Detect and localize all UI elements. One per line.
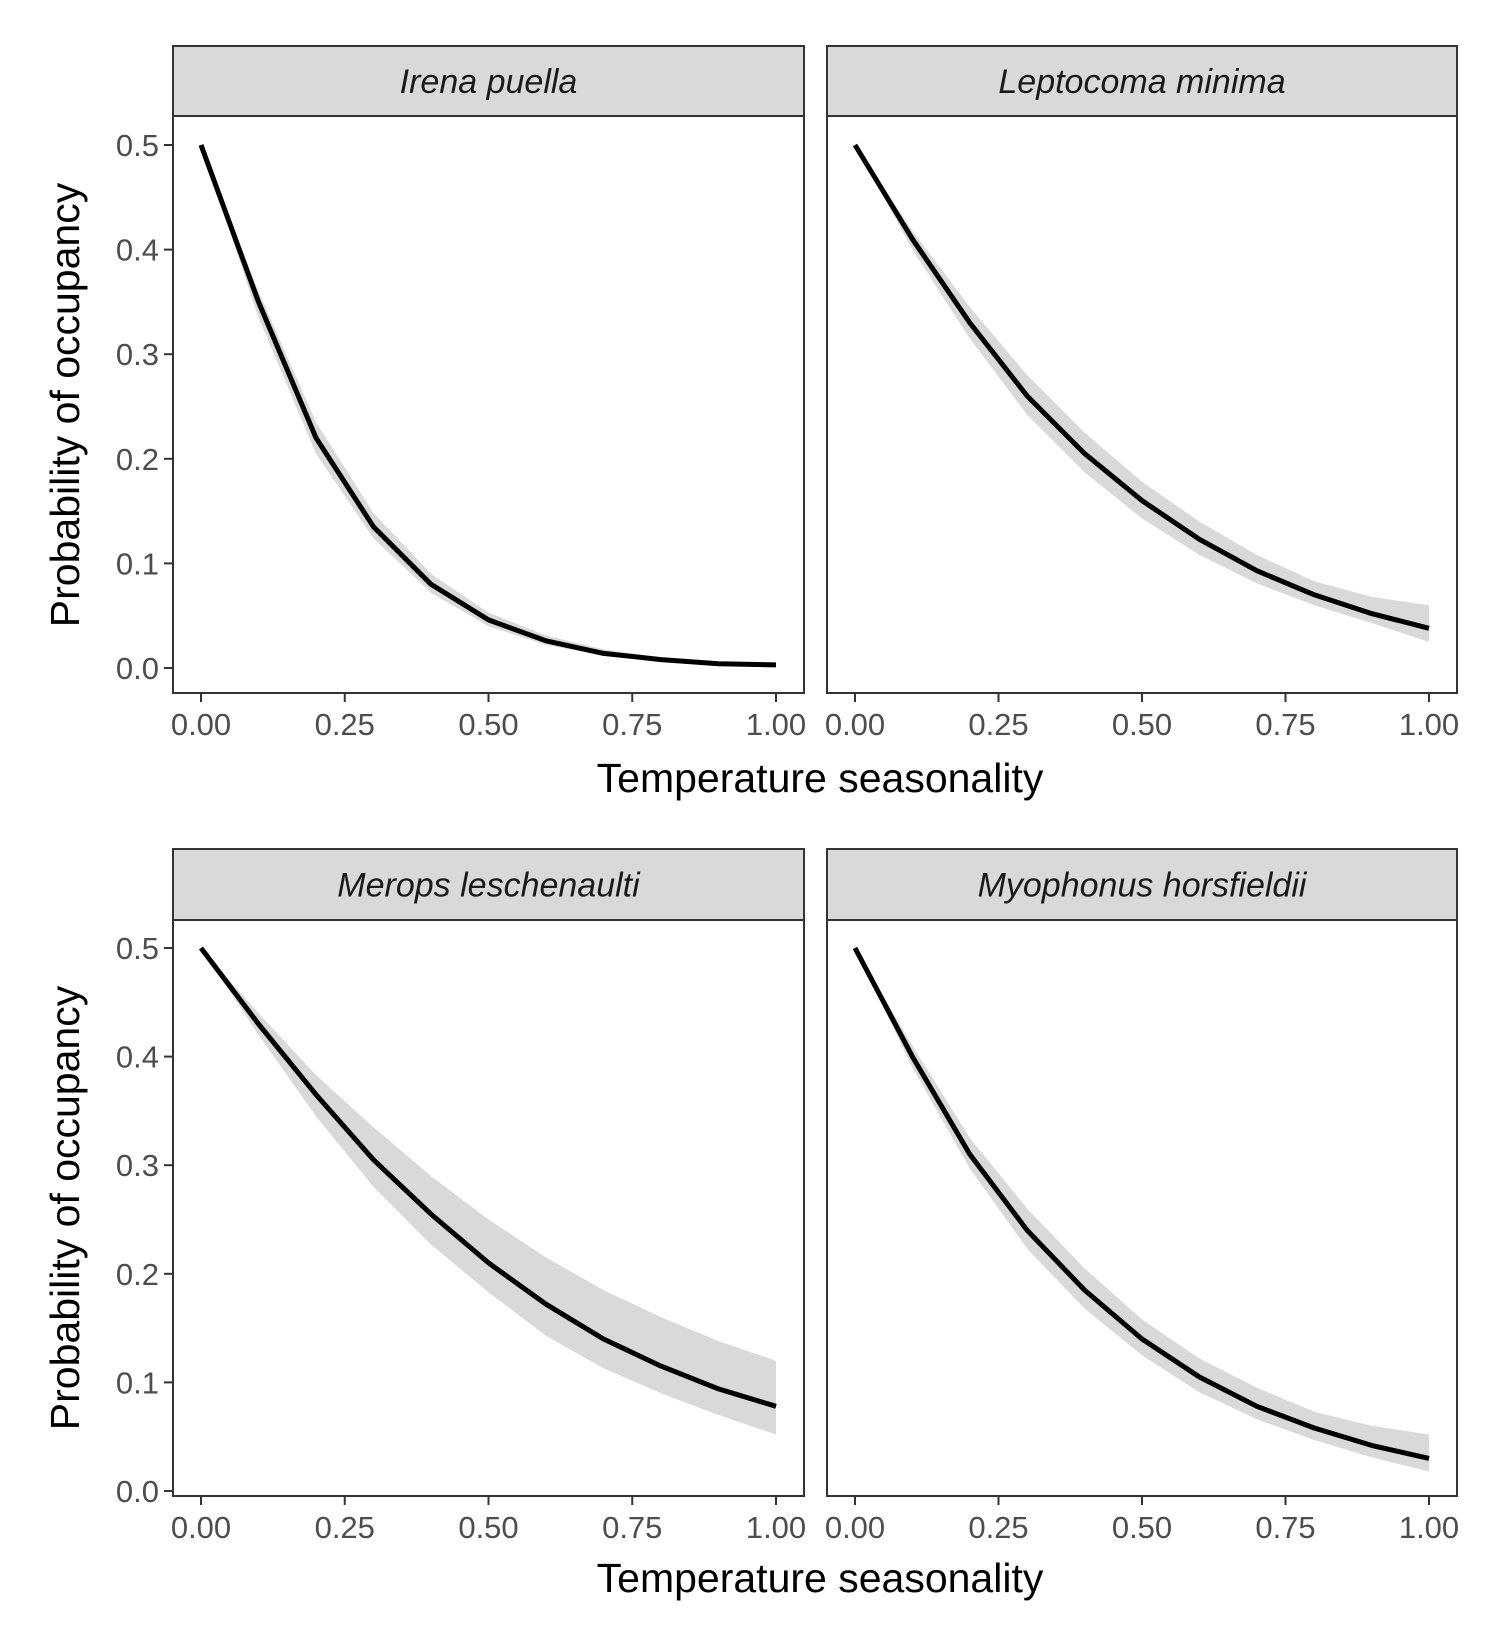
y-tick-label: 0.0 — [116, 651, 159, 686]
panel-strip — [172, 45, 805, 117]
x-axis-title-top: Temperature seasonality — [597, 755, 1044, 801]
axis-titles-layer: Temperature seasonality Temperature seas… — [42, 182, 1044, 1601]
x-tick-label: 0.25 — [315, 1510, 375, 1545]
panel-3: Merops leschenaulti 0.00 0.25 0.50 0.75 1.00 0… — [116, 848, 806, 1545]
panel-strip — [826, 45, 1458, 117]
x-tick-label: 0.00 — [171, 707, 231, 742]
y-tick-label: 0.5 — [116, 128, 159, 163]
x-tick-label: 0.50 — [1112, 1510, 1172, 1545]
y-tick-label: 0.5 — [116, 931, 159, 966]
x-tick-label: 1.00 — [1399, 707, 1459, 742]
x-tick-label: 1.00 — [746, 1510, 806, 1545]
y-tick-label: 0.2 — [116, 1257, 159, 1292]
x-tick-label: 1.00 — [746, 707, 806, 742]
x-tick-label: 0.25 — [968, 707, 1028, 742]
x-tick-label: 0.50 — [1112, 707, 1172, 742]
y-tick-label: 0.4 — [116, 233, 159, 268]
panel-4: Myophonus horsfieldii 0.00 0.25 0.50 0.75 1.0… — [825, 848, 1459, 1545]
panel-strip — [172, 848, 805, 921]
series-line — [198, 144, 777, 668]
y-tick-label: 0.3 — [116, 337, 159, 372]
panel-strip — [826, 848, 1458, 921]
x-tick-label: 0.75 — [602, 1510, 662, 1545]
x-tick-label: 0.75 — [1255, 1510, 1315, 1545]
y-tick-label: 0.1 — [116, 546, 159, 581]
panel-title: Myophonus horsfieldii — [978, 867, 1308, 905]
x-tick-label: 0.75 — [1255, 707, 1315, 742]
panel-1: Irena puella 0.00 0.25 0.50 0.75 1.00 0.0 0.1 0.… — [116, 45, 806, 742]
y-tick-label: 0.0 — [116, 1474, 159, 1509]
panel-2: Leptocoma minima 0.00 0.25 0.50 0.75 1.00 — [825, 45, 1459, 742]
series-line — [852, 946, 1430, 1461]
y-tick-label: 0.4 — [116, 1040, 159, 1075]
y-axis-title-bottom: Probability of occupancy — [42, 985, 88, 1430]
x-tick-label: 0.00 — [825, 1510, 885, 1545]
x-tick-label: 0.50 — [458, 1510, 518, 1545]
y-tick-label: 0.2 — [116, 442, 159, 477]
x-tick-label: 0.00 — [825, 707, 885, 742]
x-tick-label: 0.00 — [171, 1510, 231, 1545]
x-axis-title-bottom: Temperature seasonality — [597, 1555, 1044, 1601]
panel-title: Leptocoma minima — [998, 63, 1285, 101]
y-axis-title-top: Probability of occupancy — [42, 182, 88, 627]
panel-title: Irena puella — [400, 63, 578, 101]
series-line — [852, 143, 1430, 631]
confidence-band — [201, 948, 776, 1435]
series-line — [199, 946, 777, 1409]
panel-title: Merops leschenaulti — [337, 867, 641, 905]
panels-layer: Irena puella 0.00 0.25 0.50 0.75 1.00 0.0 0.1 0.… — [116, 45, 1459, 1545]
x-tick-label: 0.75 — [602, 707, 662, 742]
y-tick-label: 0.3 — [116, 1148, 159, 1183]
x-tick-label: 0.25 — [968, 1510, 1028, 1545]
x-tick-label: 1.00 — [1399, 1510, 1459, 1545]
x-tick-label: 0.50 — [458, 707, 518, 742]
y-tick-label: 0.1 — [116, 1365, 159, 1400]
x-tick-label: 0.25 — [315, 707, 375, 742]
